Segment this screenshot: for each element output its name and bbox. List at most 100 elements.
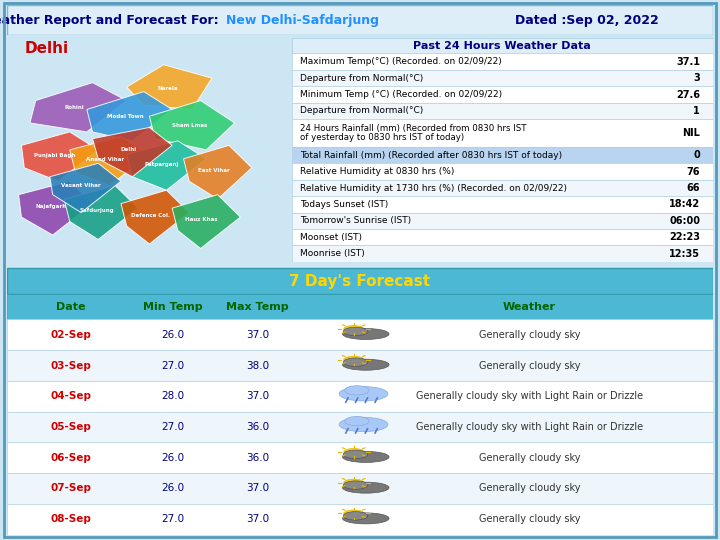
Text: Maximum Temp(°C) (Recorded. on 02/09/22): Maximum Temp(°C) (Recorded. on 02/09/22): [300, 57, 502, 66]
Text: 66: 66: [687, 183, 700, 193]
Text: Generally cloudy sky: Generally cloudy sky: [479, 330, 580, 340]
Text: 27.0: 27.0: [161, 422, 184, 432]
Text: Sham Lmas: Sham Lmas: [171, 123, 207, 128]
FancyBboxPatch shape: [7, 320, 713, 350]
Text: Defence Col.: Defence Col.: [131, 213, 170, 218]
Text: Safdurjung: Safdurjung: [80, 208, 114, 213]
Text: 04-Sep: 04-Sep: [50, 392, 91, 401]
FancyBboxPatch shape: [7, 504, 713, 535]
Ellipse shape: [345, 386, 369, 395]
Text: Local Weather Report and Forecast For:: Local Weather Report and Forecast For:: [0, 14, 219, 27]
Text: Max Temp: Max Temp: [226, 302, 289, 312]
Ellipse shape: [343, 326, 364, 332]
Text: Delhi: Delhi: [24, 42, 68, 57]
FancyBboxPatch shape: [292, 70, 713, 86]
Ellipse shape: [343, 358, 368, 367]
Text: 08-Sep: 08-Sep: [50, 514, 91, 524]
Polygon shape: [64, 186, 138, 240]
Ellipse shape: [343, 510, 364, 517]
Text: 05-Sep: 05-Sep: [50, 422, 91, 432]
Text: Relative Humidity at 0830 hrs (%): Relative Humidity at 0830 hrs (%): [300, 167, 454, 176]
Text: East Vihar: East Vihar: [199, 168, 230, 173]
Text: Total Rainfall (mm) (Recorded after 0830 hrs IST of today): Total Rainfall (mm) (Recorded after 0830…: [300, 151, 562, 160]
Polygon shape: [87, 92, 172, 141]
Ellipse shape: [343, 511, 368, 520]
FancyBboxPatch shape: [292, 119, 713, 147]
Text: 06:00: 06:00: [669, 216, 700, 226]
Text: Generally cloudy sky: Generally cloudy sky: [479, 483, 580, 494]
FancyBboxPatch shape: [292, 103, 713, 119]
Text: Minimum Temp (°C) (Recorded. on 02/09/22): Minimum Temp (°C) (Recorded. on 02/09/22…: [300, 90, 502, 99]
Text: Min Temp: Min Temp: [143, 302, 203, 312]
Text: Model Town: Model Town: [107, 114, 144, 119]
Text: 37.1: 37.1: [676, 57, 700, 67]
FancyBboxPatch shape: [292, 180, 713, 196]
Text: 3: 3: [693, 73, 700, 83]
Text: 26.0: 26.0: [161, 483, 184, 494]
Text: Anand Vihar: Anand Vihar: [86, 157, 124, 162]
FancyBboxPatch shape: [292, 229, 713, 246]
Polygon shape: [184, 145, 252, 199]
Text: Najafgarh: Najafgarh: [35, 204, 66, 209]
Text: Moonset (IST): Moonset (IST): [300, 233, 362, 242]
Text: 27.6: 27.6: [676, 90, 700, 99]
Polygon shape: [22, 132, 98, 181]
Text: 28.0: 28.0: [161, 392, 184, 401]
Text: 18:42: 18:42: [669, 199, 700, 210]
Polygon shape: [127, 65, 212, 110]
Polygon shape: [172, 194, 240, 248]
Text: Generally cloudy sky: Generally cloudy sky: [479, 361, 580, 370]
Text: 03-Sep: 03-Sep: [50, 361, 91, 370]
Text: of yesterday to 0830 hrs IST of today): of yesterday to 0830 hrs IST of today): [300, 133, 464, 141]
Text: 07-Sep: 07-Sep: [50, 483, 91, 494]
Text: 24 Hours Rainfall (mm) (Recorded from 0830 hrs IST: 24 Hours Rainfall (mm) (Recorded from 08…: [300, 125, 526, 133]
Ellipse shape: [343, 359, 389, 370]
FancyBboxPatch shape: [292, 246, 713, 262]
Ellipse shape: [343, 450, 368, 458]
Text: 27.0: 27.0: [161, 361, 184, 370]
Text: Punjabi Bagh: Punjabi Bagh: [34, 153, 75, 158]
Text: Hauz Khas: Hauz Khas: [186, 217, 218, 222]
FancyBboxPatch shape: [7, 268, 713, 294]
Ellipse shape: [343, 482, 389, 493]
Text: 37.0: 37.0: [246, 392, 269, 401]
Text: Generally cloudy sky: Generally cloudy sky: [479, 514, 580, 524]
Ellipse shape: [343, 448, 364, 455]
Text: 37.0: 37.0: [246, 330, 269, 340]
Text: Departure from Normal(°C): Departure from Normal(°C): [300, 106, 423, 116]
Text: Dated :Sep 02, 2022: Dated :Sep 02, 2022: [516, 14, 659, 27]
Text: NIL: NIL: [683, 128, 700, 138]
Text: 76: 76: [687, 167, 700, 177]
Polygon shape: [30, 83, 127, 132]
FancyBboxPatch shape: [292, 53, 713, 70]
Ellipse shape: [343, 327, 368, 336]
Text: Weather: Weather: [503, 302, 556, 312]
Ellipse shape: [343, 356, 364, 363]
Ellipse shape: [343, 513, 389, 524]
Text: Todays Sunset (IST): Todays Sunset (IST): [300, 200, 388, 209]
Text: Patparganj: Patparganj: [145, 161, 179, 167]
FancyBboxPatch shape: [292, 213, 713, 229]
FancyBboxPatch shape: [7, 411, 713, 442]
Text: Date: Date: [56, 302, 86, 312]
FancyBboxPatch shape: [292, 164, 713, 180]
Polygon shape: [93, 127, 172, 177]
Text: Generally cloudy sky with Light Rain or Drizzle: Generally cloudy sky with Light Rain or …: [415, 422, 643, 432]
Text: Tomorrow's Sunrise (IST): Tomorrow's Sunrise (IST): [300, 217, 411, 225]
Text: 12:35: 12:35: [669, 249, 700, 259]
FancyBboxPatch shape: [7, 381, 713, 411]
Text: New Delhi-Safdarjung: New Delhi-Safdarjung: [226, 14, 379, 27]
Text: 27.0: 27.0: [161, 514, 184, 524]
Text: 22:23: 22:23: [669, 232, 700, 242]
Text: Delhi: Delhi: [121, 147, 137, 152]
Text: 06-Sep: 06-Sep: [50, 453, 91, 463]
Polygon shape: [150, 100, 235, 150]
Text: 0: 0: [693, 150, 700, 160]
Text: 37.0: 37.0: [246, 483, 269, 494]
Text: Moonrise (IST): Moonrise (IST): [300, 249, 365, 258]
FancyBboxPatch shape: [7, 294, 713, 320]
Text: Generally cloudy sky with Light Rain or Drizzle: Generally cloudy sky with Light Rain or …: [415, 392, 643, 401]
Polygon shape: [50, 163, 121, 213]
Text: 26.0: 26.0: [161, 330, 184, 340]
Ellipse shape: [343, 481, 368, 489]
